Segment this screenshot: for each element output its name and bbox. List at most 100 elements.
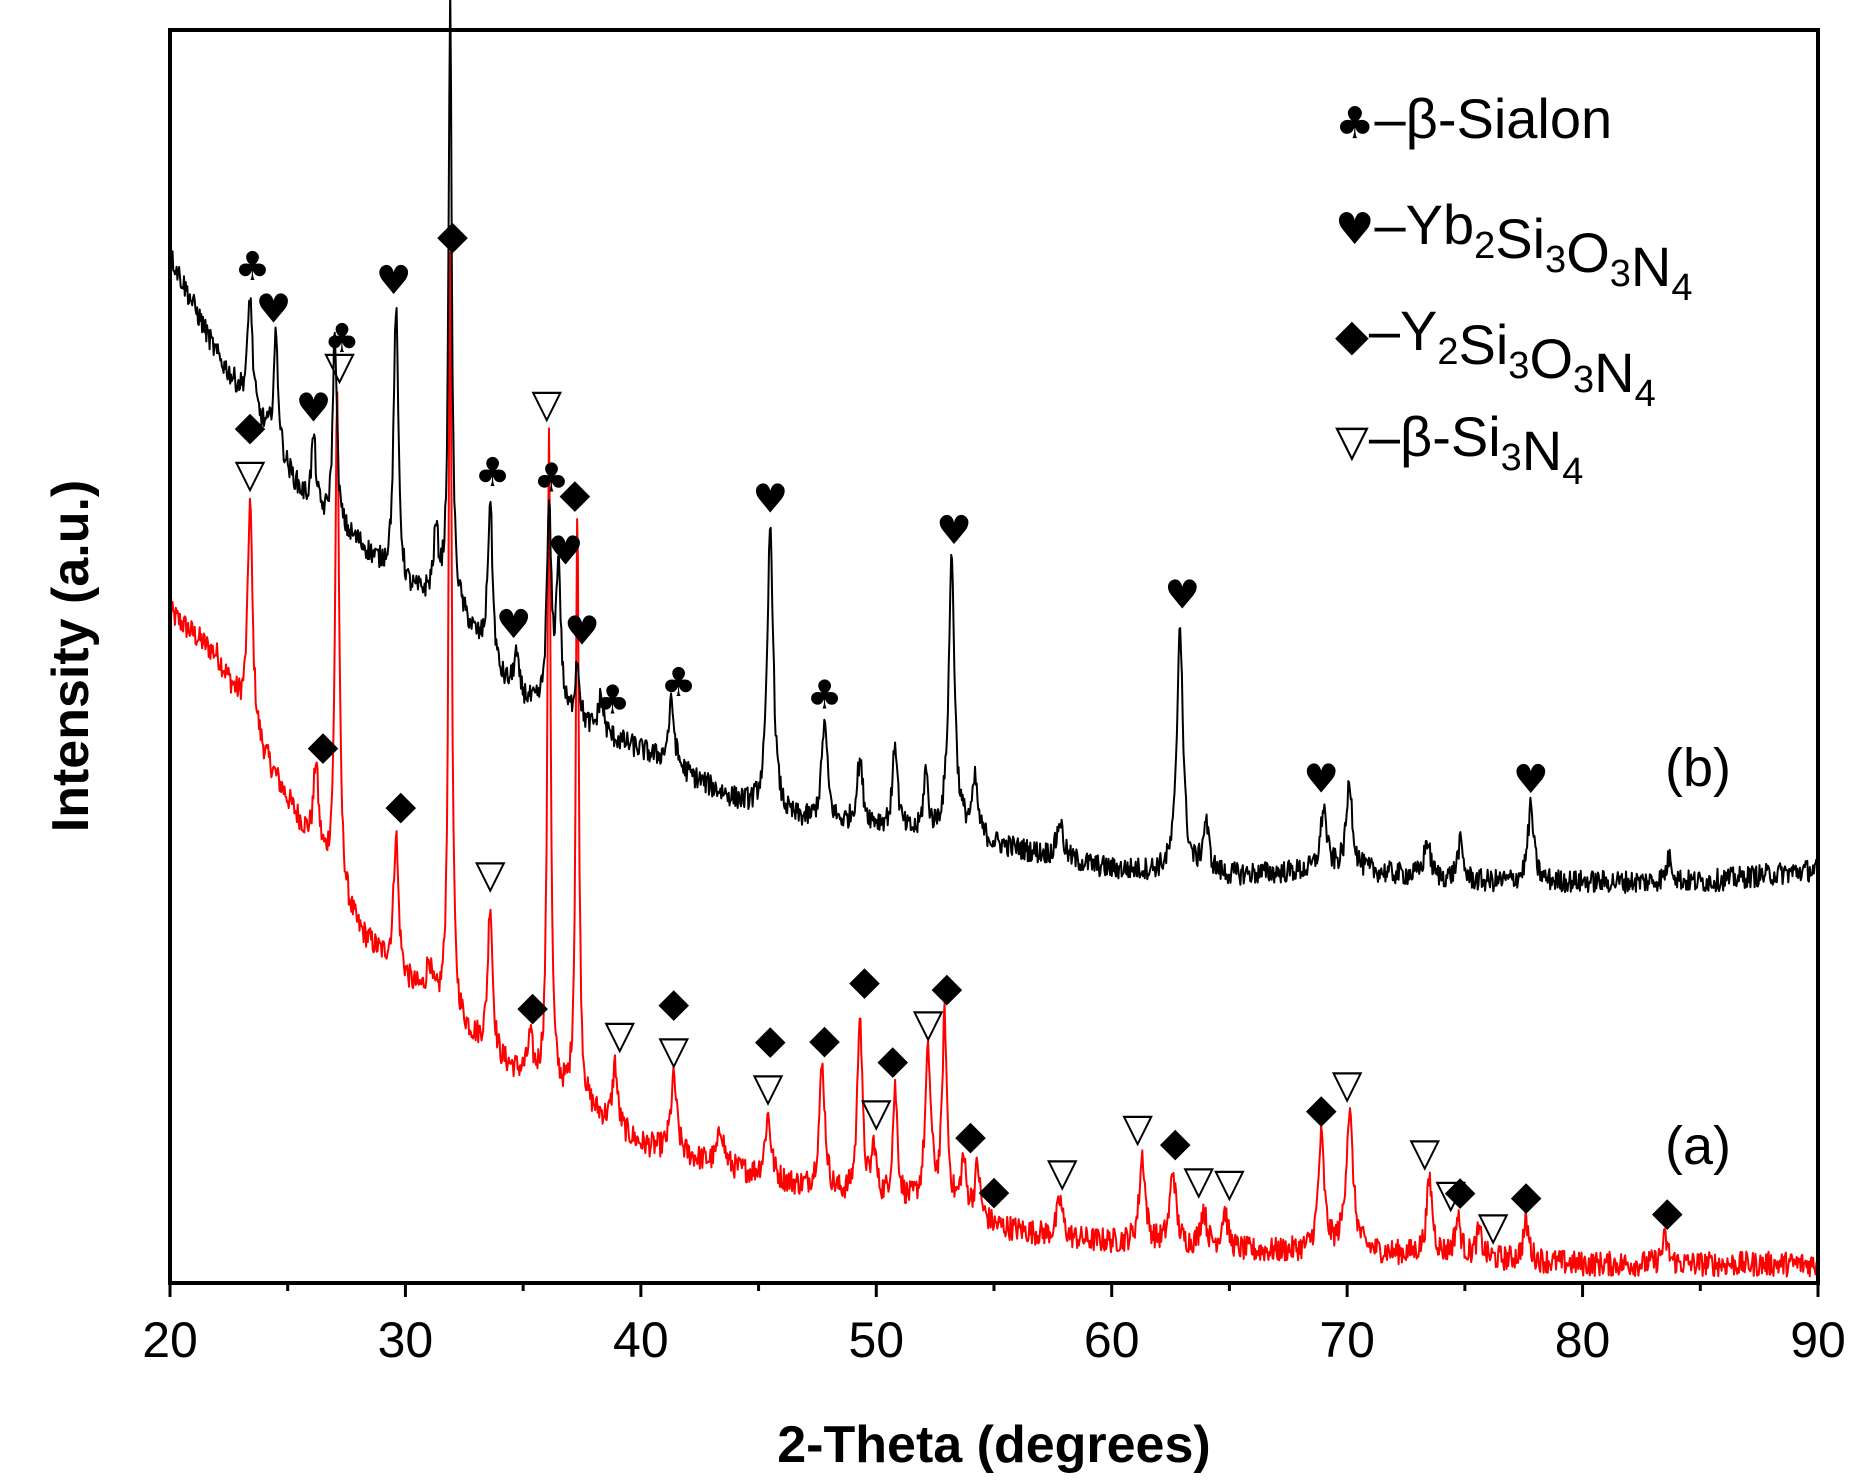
peak-marker-layer: ▽◆◆▽◆◆▽◆▽◆▽ ▽◆▽◆ ◆◆▽◆▽◆◆◆ ▽▽ ◆▽ ▽◆▽▽▽◆▽◆ ◆♣♥♥♣…	[234, 213, 1683, 1250]
y-axis-title: Intensity (a.u.)	[42, 480, 100, 832]
legend-label-text: β-Si	[1400, 405, 1501, 468]
x-tick-label: 70	[1319, 1312, 1375, 1368]
peak-marker-diamond-icon: ◆	[658, 980, 689, 1026]
legend-label-text: Yb	[1406, 193, 1475, 256]
curve-label-b: (b)	[1665, 738, 1731, 798]
peak-marker-diamond-icon: ◆	[849, 958, 880, 1004]
peak-marker-diamond-icon: ◆	[755, 1017, 786, 1063]
peak-marker-triangle-icon: ▽	[1214, 1160, 1245, 1206]
peak-marker-diamond-icon: ◆	[809, 1016, 840, 1062]
peak-marker-heart-icon: ♥	[1303, 756, 1339, 802]
legend-dash: –	[1374, 193, 1406, 256]
legend-subscript: 4	[1562, 451, 1583, 493]
legend-label-text: Si	[1459, 313, 1509, 376]
peak-marker-triangle-icon: ▽	[324, 343, 355, 389]
x-tick-label: 80	[1555, 1312, 1611, 1368]
peak-marker-triangle-icon: ▽	[1332, 1062, 1363, 1108]
legend-subscript: 4	[1671, 267, 1692, 309]
peak-marker-diamond-icon: ◆	[1511, 1173, 1542, 1219]
legend-subscript: 3	[1501, 437, 1522, 479]
curve-label-a: (a)	[1665, 1116, 1731, 1176]
heart-icon: ♥	[1335, 204, 1374, 255]
x-tick-label: 20	[142, 1312, 198, 1368]
legend-label-text: N	[1594, 341, 1634, 404]
peak-marker-heart-icon: ♥	[936, 508, 972, 554]
peak-marker-heart-icon: ♥	[376, 258, 412, 304]
x-axis-ticks: 20 30 40 50 60 70 80 90	[142, 1283, 1846, 1368]
peak-marker-club-icon: ♣	[533, 456, 569, 502]
legend-dash: –	[1369, 299, 1401, 362]
peak-marker-triangle-icon: ▽	[913, 1001, 944, 1047]
peak-marker-club-icon: ♣	[595, 678, 631, 724]
peak-marker-heart-icon: ♥	[496, 602, 532, 648]
series-line-b	[169, 0, 1819, 894]
legend: ♣–β-Sialon♥–Yb2Si3O3N4◆–Y2Si3O3N4▽–β-Si3…	[1335, 87, 1692, 493]
legend-label-text: Si	[1495, 207, 1545, 270]
legend-entry-club: ♣–β-Sialon	[1335, 87, 1612, 150]
peak-marker-diamond-icon: ◆	[560, 471, 591, 517]
peak-marker-heart-icon: ♥	[256, 287, 292, 333]
peak-marker-diamond-icon: ◆	[1652, 1189, 1683, 1235]
peak-marker-triangle-icon: ▽	[861, 1090, 892, 1136]
peak-marker-diamond-icon: ◆	[385, 783, 416, 829]
diamond-icon: ◆	[1335, 310, 1369, 361]
x-axis-title: 2-Theta (degrees)	[777, 1416, 1210, 1474]
peak-marker-heart-icon: ♥	[752, 477, 788, 523]
peak-marker-club-icon: ♣	[324, 316, 360, 362]
legend-label-text: β-Sialon	[1406, 87, 1613, 150]
peak-marker-heart-icon: ♥	[1164, 572, 1200, 618]
legend-subscript: 4	[1635, 373, 1656, 415]
peak-marker-triangle-icon: ▽	[235, 451, 266, 497]
peak-marker-triangle-icon: ▽	[1435, 1171, 1466, 1217]
peak-marker-heart-icon: ♥	[564, 608, 600, 654]
peak-marker-triangle-icon: ▽	[1183, 1158, 1214, 1204]
peak-marker-club-icon: ♣	[475, 450, 511, 496]
legend-label-text: Y	[1400, 299, 1437, 362]
legend-dash: –	[1374, 87, 1406, 150]
peak-marker-diamond-icon: ◆	[932, 965, 963, 1011]
triangle-icon: ▽	[1335, 416, 1369, 467]
peak-marker-diamond-icon: ◆	[955, 1113, 986, 1159]
plot-area: ▽◆◆▽◆◆▽◆▽◆▽ ▽◆▽◆ ◆◆▽◆▽◆◆◆ ▽▽ ◆▽ ▽◆▽▽▽◆▽◆ ◆♣♥♥♣…	[168, 0, 1820, 1285]
legend-label-text: O	[1566, 221, 1610, 284]
legend-subscript: 2	[1437, 331, 1458, 373]
peak-marker-diamond-icon: ◆	[437, 213, 468, 259]
x-tick-label: 30	[378, 1312, 434, 1368]
legend-label-text: N	[1522, 419, 1562, 482]
legend-subscript: 3	[1610, 253, 1631, 295]
series-layer	[169, 0, 1819, 1278]
peak-marker-club-icon: ♣	[661, 660, 697, 706]
peak-marker-club-icon: ♣	[234, 244, 270, 290]
legend-entry-heart: ♥–Yb2Si3O3N4	[1335, 193, 1692, 309]
peak-marker-triangle-icon: ▽	[475, 852, 506, 898]
peak-marker-diamond-icon: ◆	[308, 723, 339, 769]
peak-marker-triangle-icon: ▽	[1122, 1105, 1153, 1151]
peak-marker-diamond-icon: ◆	[1160, 1119, 1191, 1165]
peak-marker-heart-icon: ♥	[548, 528, 584, 574]
legend-entry-diamond: ◆–Y2Si3O3N4	[1335, 299, 1656, 415]
series-line-a	[169, 251, 1819, 1278]
peak-marker-triangle-icon: ▽	[753, 1065, 784, 1111]
peak-marker-diamond-icon: ◆	[1445, 1168, 1476, 1214]
peak-marker-heart-icon: ♥	[1513, 757, 1549, 803]
x-tick-label: 50	[848, 1312, 904, 1368]
legend-entry-triangle: ▽–β-Si3N4	[1335, 405, 1583, 493]
legend-subscript: 3	[1573, 359, 1594, 401]
peak-marker-triangle-icon: ▽	[1409, 1130, 1440, 1176]
legend-subscript: 3	[1508, 345, 1529, 387]
peak-marker-club-icon: ♣	[807, 673, 843, 719]
peak-marker-triangle-icon: ▽	[658, 1028, 689, 1074]
legend-label-text: O	[1529, 327, 1573, 390]
peak-marker-diamond-icon: ◆	[517, 984, 548, 1030]
peak-marker-diamond-icon: ◆	[1306, 1086, 1337, 1132]
peak-marker-triangle-icon: ▽	[1047, 1150, 1078, 1196]
x-tick-label: 40	[613, 1312, 669, 1368]
peak-marker-diamond-icon: ◆	[877, 1037, 908, 1083]
peak-marker-triangle-icon: ▽	[531, 382, 562, 428]
peak-marker-triangle-icon: ▽	[1478, 1204, 1509, 1250]
peak-marker-triangle-icon: ▽	[604, 1013, 635, 1059]
x-tick-label: 60	[1084, 1312, 1140, 1368]
x-tick-label: 90	[1790, 1312, 1846, 1368]
club-icon: ♣	[1335, 98, 1374, 149]
